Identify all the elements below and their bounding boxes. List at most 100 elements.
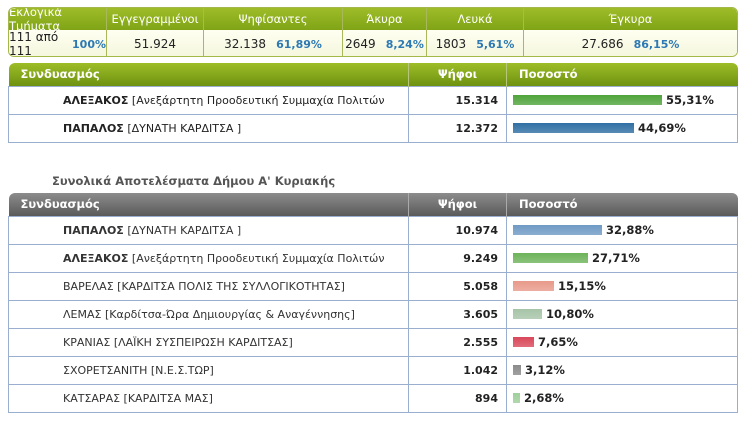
col-combination-header: Συνδυασμός <box>8 193 409 216</box>
summary-valid-pct: 86,15% <box>633 37 680 51</box>
percent-cell: 55,31% <box>506 85 738 115</box>
summary-voted-label: Ψηφίσαντες <box>204 8 342 30</box>
votes-cell: 894 <box>408 383 507 413</box>
party-name: [Ανεξάρτητη Προοδευτική Συμμαχία Πολιτών <box>131 93 385 107</box>
party-name: ΛΕΜΑΣ [Καρδίτσα-Ώρα Δημιουργίας & Αναγέν… <box>63 307 355 321</box>
percent-bar <box>513 365 521 375</box>
percent-bar <box>513 309 542 319</box>
votes-cell: 15.314 <box>408 85 507 115</box>
top-results-table: Συνδυασμός Ψήφοι Ποσοστό ΑΛΕΞΑΚΟΣ [Ανεξά… <box>8 63 738 143</box>
party-name: ΚΡΑΝΙΑΣ [ΛΑΪΚΗ ΣΥΣΠΕΙΡΩΣΗ ΚΑΡΔΙΤΣΑΣ] <box>63 335 293 349</box>
table-row: ΚΡΑΝΙΑΣ [ΛΑΪΚΗ ΣΥΣΠΕΙΡΩΣΗ ΚΑΡΔΙΤΣΑΣ] 2.55… <box>8 327 738 357</box>
table-row: ΑΛΕΞΑΚΟΣ [Ανεξάρτητη Προοδευτική Συμμαχί… <box>8 85 738 115</box>
candidate-name: ΑΛΕΞΑΚΟΣ <box>63 251 129 265</box>
percent-cell: 44,69% <box>506 113 738 143</box>
summary-sections-label: Εκλογικά Τμήματα <box>9 8 106 33</box>
percent-bar <box>513 393 520 403</box>
percent-text: 44,69% <box>638 121 686 135</box>
percent-cell: 2,68% <box>506 383 738 413</box>
summary-invalid: Άκυρα 2649 8,24% <box>343 8 427 56</box>
table-row: ΠΑΠΑΛΟΣ [ΔΥΝΑΤΗ ΚΑΡΔΙΤΣΑ ] 10.974 32,88% <box>8 215 738 245</box>
combination-cell: ΠΑΠΑΛΟΣ [ΔΥΝΑΤΗ ΚΑΡΔΙΤΣΑ ] <box>8 215 409 245</box>
votes-cell: 3.605 <box>408 299 507 329</box>
votes-cell: 9.249 <box>408 243 507 273</box>
summary-sections: Εκλογικά Τμήματα 111 από 111 100% <box>9 8 107 57</box>
candidate-name: ΠΑΠΑΛΟΣ <box>63 223 124 237</box>
combination-cell: ΛΕΜΑΣ [Καρδίτσα-Ώρα Δημιουργίας & Αναγέν… <box>8 299 409 329</box>
combination-cell: ΑΛΕΞΑΚΟΣ [Ανεξάρτητη Προοδευτική Συμμαχί… <box>8 85 409 115</box>
percent-bar <box>513 225 602 235</box>
combination-cell: ΠΑΠΑΛΟΣ [ΔΥΝΑΤΗ ΚΑΡΔΙΤΣΑ ] <box>8 113 409 143</box>
percent-text: 3,12% <box>525 363 565 377</box>
summary-sections-pct: 100% <box>72 37 106 51</box>
col-votes-header: Ψήφοι <box>408 193 507 216</box>
section-title: Συνολικά Αποτελέσματα Δήμου Α' Κυριακής <box>52 174 336 188</box>
table-row: ΛΕΜΑΣ [Καρδίτσα-Ώρα Δημιουργίας & Αναγέν… <box>8 299 738 329</box>
percent-cell: 3,12% <box>506 355 738 385</box>
col-combination-header: Συνδυασμός <box>8 63 409 86</box>
table-row: ΣΧΟΡΕΤΣΑΝΙΤΗ [Ν.Ε.Σ.ΤΩΡ] 1.042 3,12% <box>8 355 738 385</box>
votes-cell: 5.058 <box>408 271 507 301</box>
votes-cell: 1.042 <box>408 355 507 385</box>
summary-registered-label: Εγγεγραμμένοι <box>107 8 203 30</box>
table-row: ΑΛΕΞΑΚΟΣ [Ανεξάρτητη Προοδευτική Συμμαχί… <box>8 243 738 273</box>
summary-blank-value: 1803 <box>435 37 467 51</box>
percent-bar <box>513 281 554 291</box>
summary-registered: Εγγεγραμμένοι 51.924 <box>107 8 204 56</box>
col-percent-header: Ποσοστό <box>506 63 738 86</box>
summary-valid-value: 27.686 <box>581 37 624 51</box>
percent-cell: 15,15% <box>506 271 738 301</box>
percent-text: 55,31% <box>666 93 714 107</box>
summary-blank: Λευκά 1803 5,61% <box>427 8 524 56</box>
combination-cell: ΒΑΡΕΛΑΣ [ΚΑΡΔΙΤΣΑ ΠΟΛΙΣ ΤΗΣ ΣΥΛΛΟΓΙΚΟΤΗΤ… <box>8 271 409 301</box>
summary-invalid-label: Άκυρα <box>343 8 426 30</box>
percent-text: 7,65% <box>538 335 578 349</box>
table-row: ΠΑΠΑΛΟΣ [ΔΥΝΑΤΗ ΚΑΡΔΙΤΣΑ ] 12.372 44,69% <box>8 113 738 143</box>
summary-invalid-value: 2649 <box>345 37 376 51</box>
percent-cell: 27,71% <box>506 243 738 273</box>
percent-text: 10,80% <box>546 307 594 321</box>
summary-valid-label: Έγκυρα <box>524 8 737 30</box>
summary-voted-pct: 61,89% <box>276 37 322 51</box>
percent-bar <box>513 95 662 105</box>
percent-text: 32,88% <box>606 223 654 237</box>
candidate-name: ΠΑΠΑΛΟΣ <box>63 121 124 135</box>
summary-blank-pct: 5,61% <box>476 37 515 51</box>
party-name: [ΔΥΝΑΤΗ ΚΑΡΔΙΤΣΑ ] <box>127 121 242 135</box>
percent-text: 27,71% <box>592 251 640 265</box>
party-name: ΣΧΟΡΕΤΣΑΝΙΤΗ [Ν.Ε.Σ.ΤΩΡ] <box>63 363 214 377</box>
votes-cell: 10.974 <box>408 215 507 245</box>
party-name: [Ανεξάρτητη Προοδευτική Συμμαχία Πολιτών <box>131 251 385 265</box>
percent-cell: 7,65% <box>506 327 738 357</box>
combination-cell: ΑΛΕΞΑΚΟΣ [Ανεξάρτητη Προοδευτική Συμμαχί… <box>8 243 409 273</box>
summary-registered-value: 51.924 <box>134 37 176 51</box>
total-results-table: Συνδυασμός Ψήφοι Ποσοστό ΠΑΠΑΛΟΣ [ΔΥΝΑΤΗ… <box>8 193 738 413</box>
col-percent-header: Ποσοστό <box>506 193 738 216</box>
summary-invalid-pct: 8,24% <box>385 37 424 51</box>
party-name: ΚΑΤΣΑΡΑΣ [ΚΑΡΔΙΤΣΑ ΜΑΣ] <box>63 391 213 405</box>
percent-text: 15,15% <box>558 279 606 293</box>
percent-text: 2,68% <box>524 391 564 405</box>
combination-cell: ΚΡΑΝΙΑΣ [ΛΑΪΚΗ ΣΥΣΠΕΙΡΩΣΗ ΚΑΡΔΙΤΣΑΣ] <box>8 327 409 357</box>
summary-sections-value: 111 από 111 <box>9 30 59 57</box>
summary-voted: Ψηφίσαντες 32.138 61,89% <box>204 8 343 56</box>
col-votes-header: Ψήφοι <box>408 63 507 86</box>
votes-cell: 2.555 <box>408 327 507 357</box>
summary-valid: Έγκυρα 27.686 86,15% <box>524 8 737 56</box>
percent-bar <box>513 123 634 133</box>
candidate-name: ΑΛΕΞΑΚΟΣ <box>63 93 129 107</box>
table-row: ΚΑΤΣΑΡΑΣ [ΚΑΡΔΙΤΣΑ ΜΑΣ] 894 2,68% <box>8 383 738 413</box>
combination-cell: ΣΧΟΡΕΤΣΑΝΙΤΗ [Ν.Ε.Σ.ΤΩΡ] <box>8 355 409 385</box>
election-summary: Εκλογικά Τμήματα 111 από 111 100% Εγγεγρ… <box>8 7 738 57</box>
combination-cell: ΚΑΤΣΑΡΑΣ [ΚΑΡΔΙΤΣΑ ΜΑΣ] <box>8 383 409 413</box>
percent-cell: 10,80% <box>506 299 738 329</box>
percent-bar <box>513 337 534 347</box>
summary-voted-value: 32.138 <box>224 37 267 51</box>
table-row: ΒΑΡΕΛΑΣ [ΚΑΡΔΙΤΣΑ ΠΟΛΙΣ ΤΗΣ ΣΥΛΛΟΓΙΚΟΤΗΤ… <box>8 271 738 301</box>
percent-cell: 32,88% <box>506 215 738 245</box>
summary-blank-label: Λευκά <box>427 8 523 30</box>
votes-cell: 12.372 <box>408 113 507 143</box>
party-name: [ΔΥΝΑΤΗ ΚΑΡΔΙΤΣΑ ] <box>127 223 242 237</box>
percent-bar <box>513 253 588 263</box>
party-name: ΒΑΡΕΛΑΣ [ΚΑΡΔΙΤΣΑ ΠΟΛΙΣ ΤΗΣ ΣΥΛΛΟΓΙΚΟΤΗΤ… <box>63 279 345 293</box>
